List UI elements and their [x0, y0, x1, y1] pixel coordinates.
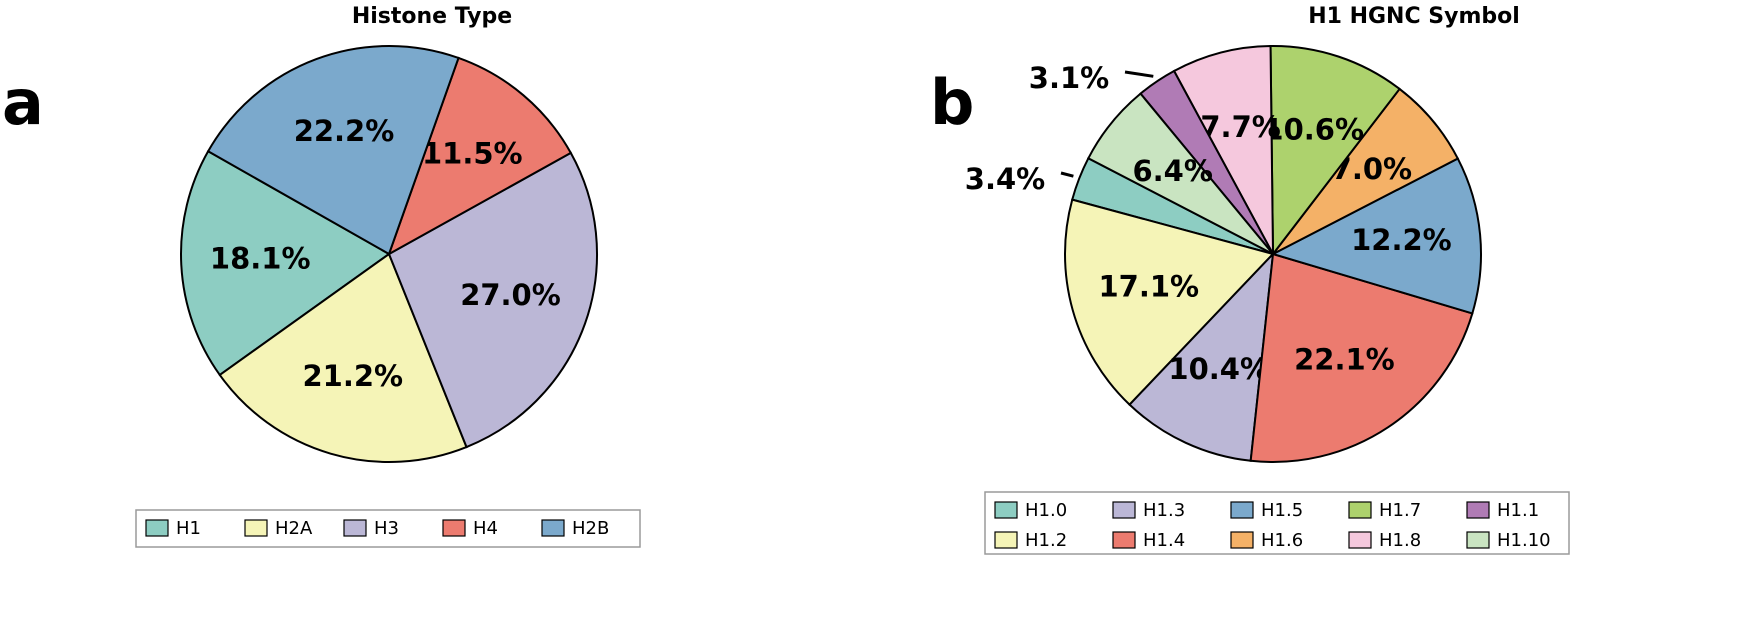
- legend-swatch-h1-1: [1466, 501, 1490, 519]
- leader-line-h1-0: [1060, 171, 1074, 178]
- legend-label-h1-3: H1.3: [1143, 500, 1185, 521]
- panel-b-pie: 3.4%17.1%10.4% 22.1%12.2%7.0%10.6%7.7%3.1…: [965, 44, 1482, 463]
- label-h4: 11.5%: [422, 137, 523, 171]
- label-h1-3: 10.4%: [1168, 352, 1269, 386]
- slice-h1-10: [1086, 92, 1274, 255]
- slice-h2a: [218, 252, 468, 463]
- legend-swatch-h2b: [541, 519, 565, 537]
- legend-swatch-h1-3: [1112, 501, 1136, 519]
- legend-swatch-h1-6: [1230, 531, 1254, 549]
- legend-swatch-h1: [145, 519, 169, 537]
- slice-h1-7: [1269, 45, 1401, 257]
- legend-label-h1-7: H1.7: [1379, 500, 1421, 521]
- label-h2b: 22.2%: [294, 114, 395, 148]
- slice-h1-4: [1249, 252, 1474, 463]
- label-h1-2: 17.1%: [1098, 270, 1199, 304]
- slice-h1: [180, 149, 391, 377]
- legend-label-h4: H4: [473, 518, 498, 539]
- legend-label-h3: H3: [374, 518, 399, 539]
- panel-b-letter: b: [930, 66, 974, 139]
- legend-label-h1-0: H1.0: [1025, 500, 1067, 521]
- panel-b-title: H1 HGNC Symbol: [1308, 4, 1520, 29]
- label-h1-0: 3.4%: [965, 162, 1045, 196]
- slice-h3: [387, 151, 598, 449]
- slice-h1-8: [1172, 44, 1274, 255]
- legend-swatch-h2a: [244, 519, 268, 537]
- label-h1-8: 7.7%: [1200, 110, 1280, 144]
- label-h3: 27.0%: [460, 278, 561, 312]
- legend-swatch-h1-4: [1112, 531, 1136, 549]
- legend-swatch-h1-0: [994, 501, 1018, 519]
- legend-label-h1-1: H1.1: [1497, 500, 1539, 521]
- legend-label-h2a: H2A: [275, 518, 313, 539]
- legend-swatch-h1-10: [1466, 531, 1490, 549]
- legend-label-h1-8: H1.8: [1379, 530, 1421, 551]
- legend-label-h1: H1: [176, 518, 201, 539]
- panel-b: b H1 HGNC Symbol 3.4% 17.1% 10.4% 22.1% 12.2…: [930, 4, 1570, 555]
- leader-line-h1-1: [1124, 70, 1154, 78]
- legend-label-h1-5: H1.5: [1261, 500, 1303, 521]
- legend-swatch-h1-7: [1348, 501, 1372, 519]
- legend-label-h1-6: H1.6: [1261, 530, 1303, 551]
- slice-h1-5: [1270, 157, 1482, 315]
- label-h1-10: 6.4%: [1132, 154, 1212, 188]
- label-h1-1: 3.1%: [1029, 61, 1109, 95]
- panel-b-legend: H1.0 H1.3 H1.5 H1.7 H1.1 H1.2 H1.4 H1.6 H1.8 H1.1…: [984, 491, 1570, 555]
- panel-a-legend: H1 H2A H3 H4 H2B: [135, 509, 641, 548]
- label-h1-5: 12.2%: [1351, 223, 1452, 257]
- slice-h1-3: [1128, 251, 1275, 462]
- panel-a: a Histone Type 18.1% 21.2% 27.0% 11.5% 22.2%…: [2, 4, 641, 548]
- panel-a-letter: a: [2, 66, 44, 139]
- slice-h2b: [206, 45, 460, 256]
- legend-swatch-h3: [343, 519, 367, 537]
- legend-swatch-h1-8: [1348, 531, 1372, 549]
- label-h1: 18.1%: [210, 242, 311, 276]
- legend-label-h2b: H2B: [572, 518, 609, 539]
- panel-a-pie: 18.1% 21.2% 27.0% 11.5% 22.2%: [180, 45, 598, 463]
- legend-label-h1-2: H1.2: [1025, 530, 1067, 551]
- legend-swatch-h1-5: [1230, 501, 1254, 519]
- slice-h4: [387, 56, 573, 257]
- panel-a-title: Histone Type: [352, 4, 512, 29]
- label-h1-4: 22.1%: [1294, 342, 1395, 376]
- label-h1-7: 10.6%: [1263, 113, 1364, 147]
- label-h2a: 21.2%: [302, 359, 403, 393]
- slice-h1-2: [1064, 198, 1275, 407]
- legend-swatch-h1-2: [994, 531, 1018, 549]
- legend-label-h1-4: H1.4: [1143, 530, 1185, 551]
- legend-label-h1-10: H1.10: [1497, 530, 1551, 551]
- legend-swatch-h4: [442, 519, 466, 537]
